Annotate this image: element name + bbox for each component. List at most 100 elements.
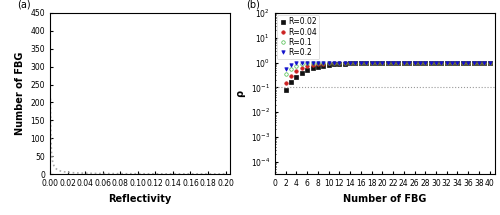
R=0.2 [342,61,348,64]
R=0.2 [465,61,471,64]
R=0.1 [406,61,412,64]
R=0.02 [288,81,294,83]
R=0.2 [326,61,332,64]
R=0.02 [417,61,423,64]
R=0.04 [310,64,316,66]
R=0.1 [476,61,482,64]
R=0.1 [347,61,353,64]
R=0.02 [412,61,418,64]
Line: R=0.04: R=0.04 [284,61,492,85]
Text: (b): (b) [246,0,260,10]
R=0.02 [374,61,380,64]
Line: R=0.02: R=0.02 [284,61,492,92]
R=0.04 [304,65,310,68]
Y-axis label: ρ: ρ [236,90,246,97]
R=0.2 [444,61,450,64]
R=0.1 [428,61,434,64]
R=0.2 [412,61,418,64]
R=0.2 [417,61,423,64]
R=0.04 [390,61,396,64]
R=0.04 [428,61,434,64]
R=0.2 [449,61,455,64]
R=0.02 [380,61,386,64]
R=0.2 [476,61,482,64]
R=0.1 [412,61,418,64]
R=0.02 [482,61,488,64]
R=0.1 [299,63,305,65]
X-axis label: Reflectivity: Reflectivity [108,194,172,204]
R=0.04 [406,61,412,64]
R=0.04 [358,61,364,64]
R=0.2 [288,64,294,66]
R=0.04 [368,61,374,64]
R=0.1 [331,61,337,64]
R=0.1 [460,61,466,64]
R=0.2 [486,61,492,64]
R=0.04 [384,61,390,64]
R=0.1 [368,61,374,64]
R=0.2 [396,61,402,64]
R=0.1 [438,61,444,64]
R=0.04 [438,61,444,64]
R=0.2 [380,61,386,64]
R=0.02 [299,72,305,74]
R=0.04 [449,61,455,64]
R=0.02 [438,61,444,64]
R=0.02 [422,61,428,64]
R=0.1 [417,61,423,64]
R=0.2 [347,61,353,64]
R=0.2 [336,61,342,64]
R=0.2 [406,61,412,64]
R=0.04 [460,61,466,64]
R=0.1 [374,61,380,64]
R=0.02 [347,62,353,64]
R=0.02 [454,61,460,64]
R=0.02 [336,63,342,65]
R=0.1 [342,61,348,64]
R=0.2 [310,61,316,64]
R=0.04 [476,61,482,64]
R=0.02 [396,61,402,64]
R=0.04 [320,62,326,65]
R=0.2 [331,61,337,64]
R=0.02 [390,61,396,64]
R=0.1 [390,61,396,64]
R=0.04 [412,61,418,64]
R=0.2 [470,61,476,64]
Line: R=0.2: R=0.2 [284,61,492,71]
R=0.2 [482,61,488,64]
R=0.1 [465,61,471,64]
R=0.1 [326,61,332,64]
R=0.02 [449,61,455,64]
R=0.2 [422,61,428,64]
R=0.04 [326,62,332,64]
R=0.1 [422,61,428,64]
R=0.04 [288,74,294,77]
Legend: R=0.02, R=0.04, R=0.1, R=0.2: R=0.02, R=0.04, R=0.1, R=0.2 [278,15,319,59]
R=0.04 [470,61,476,64]
R=0.2 [363,61,369,64]
R=0.2 [454,61,460,64]
R=0.2 [282,68,288,70]
R=0.1 [310,62,316,64]
R=0.04 [482,61,488,64]
R=0.1 [444,61,450,64]
R=0.1 [358,61,364,64]
R=0.2 [315,61,321,64]
R=0.02 [331,63,337,66]
R=0.02 [384,61,390,64]
R=0.02 [363,61,369,64]
R=0.02 [342,62,348,65]
R=0.04 [380,61,386,64]
R=0.04 [347,61,353,64]
R=0.02 [486,61,492,64]
R=0.04 [433,61,439,64]
R=0.2 [428,61,434,64]
R=0.04 [299,67,305,69]
R=0.2 [304,61,310,64]
R=0.02 [326,64,332,66]
R=0.02 [368,61,374,64]
R=0.04 [422,61,428,64]
Y-axis label: Number of FBG: Number of FBG [15,52,25,135]
R=0.02 [476,61,482,64]
